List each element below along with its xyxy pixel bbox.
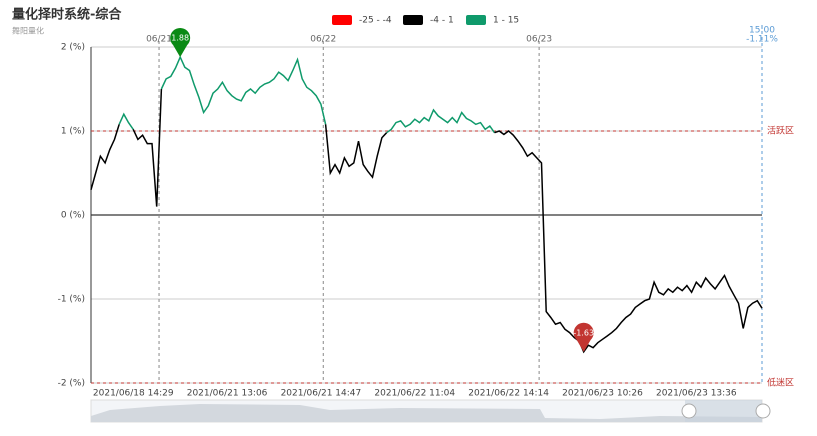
x-tick-label: 2021/06/22 14:14	[468, 389, 549, 399]
x-tick-label: 2021/06/18 14:29	[93, 389, 174, 399]
line-series	[324, 124, 388, 179]
pin-label: -1.63	[573, 328, 594, 337]
mark-line-label: 低迷区	[767, 377, 794, 389]
mark-line-label: 活跃区	[767, 125, 794, 137]
last-value-label: -1.11%	[746, 35, 778, 45]
extreme-pin: -1.63	[573, 322, 594, 352]
x-tick-label: 2021/06/21 14:47	[281, 389, 362, 399]
y-tick-label: -2 (%)	[58, 379, 85, 389]
x-tick-label: 2021/06/21 13:06	[187, 389, 268, 399]
x-tick-label: 2021/06/23 10:26	[562, 389, 643, 399]
zoom-handle[interactable]	[681, 403, 697, 419]
x-tick-label: 2021/06/23 13:36	[656, 389, 737, 399]
line-series	[160, 55, 327, 125]
top-tick-label: 06/22	[310, 35, 336, 45]
last-time: 15:00	[749, 26, 775, 36]
x-tick-label: 2021/06/22 11:04	[374, 389, 455, 399]
extreme-pin: 1.88	[170, 27, 191, 58]
zoom-handle[interactable]	[755, 403, 771, 419]
line-series	[132, 88, 163, 207]
chart-title: 量化择时系统-综合	[12, 7, 122, 23]
legend-swatch	[466, 15, 486, 25]
zoom-window[interactable]	[685, 400, 762, 422]
line-series	[494, 130, 763, 354]
line-series	[386, 108, 496, 134]
legend-label: 1 - 15	[493, 16, 519, 26]
legend-swatch	[332, 15, 352, 25]
legend-label: -25 - -4	[359, 16, 392, 26]
y-tick-label: -1 (%)	[58, 295, 85, 305]
y-tick-label: 0 (%)	[61, 211, 85, 221]
y-tick-label: 1 (%)	[61, 127, 85, 137]
legend-label: -4 - 1	[430, 16, 454, 26]
pin-shape	[573, 322, 594, 352]
line-series	[90, 124, 120, 191]
top-tick-label: 06/23	[526, 35, 552, 45]
zoom-preview	[91, 404, 762, 422]
y-tick-label: 2 (%)	[61, 43, 85, 53]
chart-subtitle: 舞阳量化	[12, 26, 44, 36]
top-tick-label: 06/21	[146, 35, 172, 45]
line-series	[118, 112, 134, 130]
legend-swatch	[403, 15, 423, 25]
pin-label: 1.88	[171, 34, 189, 43]
data-zoom[interactable]	[90, 399, 771, 423]
pin-shape	[170, 27, 191, 58]
